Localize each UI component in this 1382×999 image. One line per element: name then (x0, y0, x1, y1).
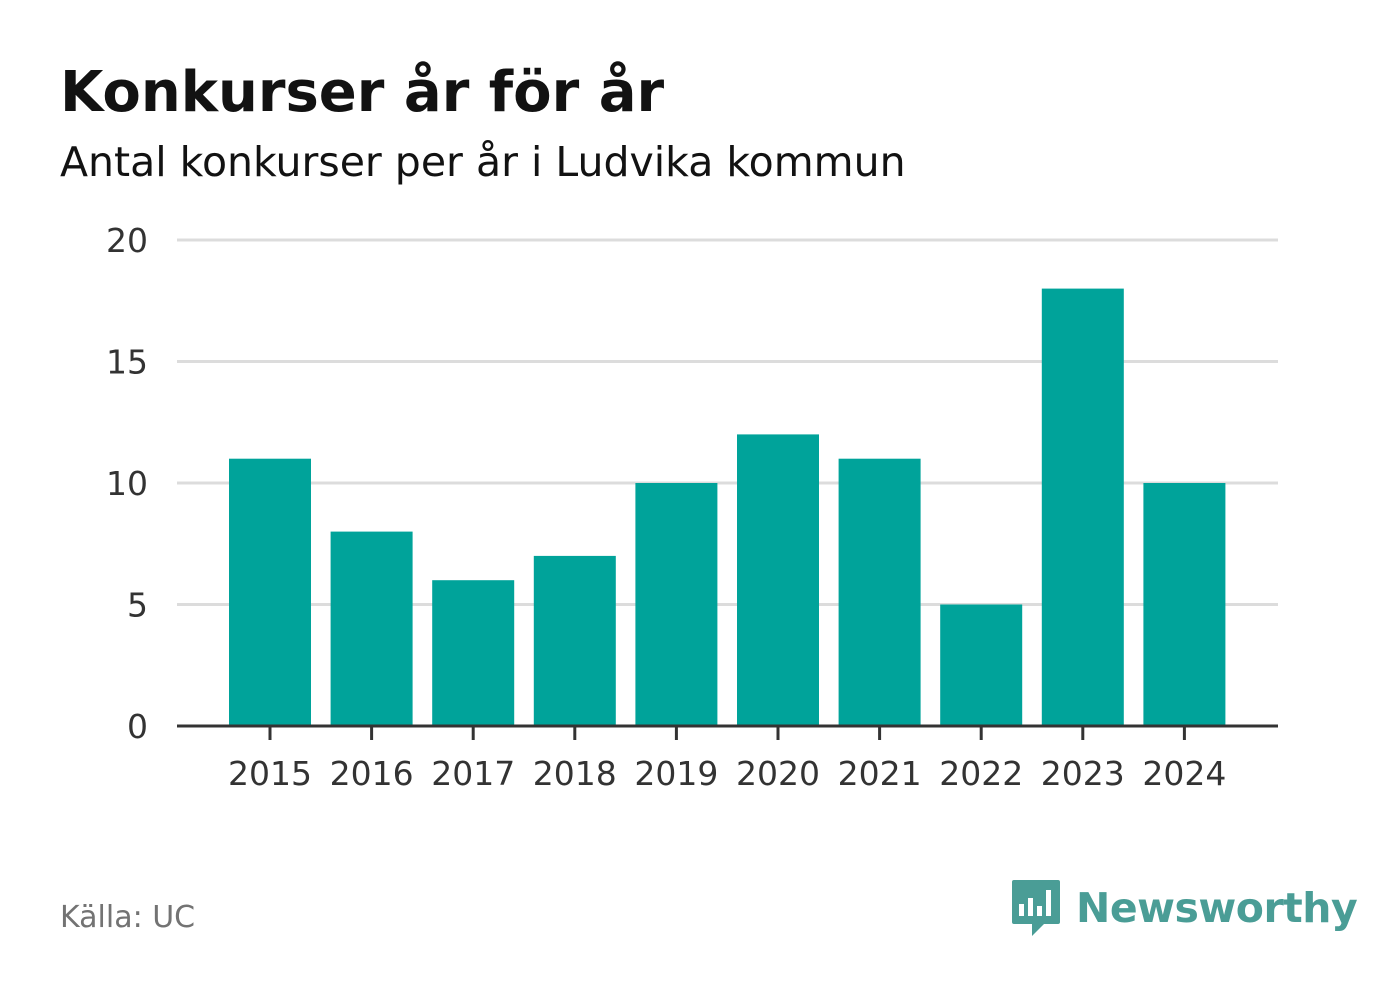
bar-2017 (432, 580, 515, 726)
bar-2022 (940, 604, 1023, 726)
x-tick-label-2015: 2015 (228, 754, 312, 793)
x-tick-label-2022: 2022 (939, 754, 1023, 793)
brand-name: Newsworthy (1076, 884, 1358, 932)
x-tick-label-2023: 2023 (1041, 754, 1125, 793)
chart-title: Konkurser år för år (60, 60, 665, 125)
bar-2020 (737, 434, 819, 726)
bar-2016 (330, 531, 413, 726)
bar-2021 (838, 458, 921, 726)
y-tick-label-15: 15 (106, 343, 148, 382)
x-tick-label-2017: 2017 (431, 754, 515, 793)
bar-2023 (1041, 288, 1124, 726)
y-tick-label-20: 20 (106, 221, 148, 260)
chart-subtitle: Antal konkurser per år i Ludvika kommun (60, 138, 906, 186)
bar-2019 (635, 483, 718, 726)
x-tick-label-2024: 2024 (1142, 754, 1226, 793)
y-tick-label-10: 10 (106, 464, 148, 503)
y-tick-label-5: 5 (127, 586, 148, 625)
bar-chart-speech-bubble-icon (1012, 880, 1060, 936)
y-tick-label-0: 0 (127, 707, 148, 746)
source-note: Källa: UC (60, 900, 196, 935)
x-tick-label-2016: 2016 (330, 754, 414, 793)
x-tick-label-2020: 2020 (736, 754, 820, 793)
x-tick-label-2018: 2018 (533, 754, 617, 793)
brand-logo: Newsworthy (1010, 878, 1358, 938)
bar-2024 (1143, 483, 1226, 726)
x-tick-label-2021: 2021 (838, 754, 922, 793)
bar-2015 (229, 458, 311, 726)
x-tick-label-2019: 2019 (634, 754, 718, 793)
bar-2018 (533, 555, 616, 726)
